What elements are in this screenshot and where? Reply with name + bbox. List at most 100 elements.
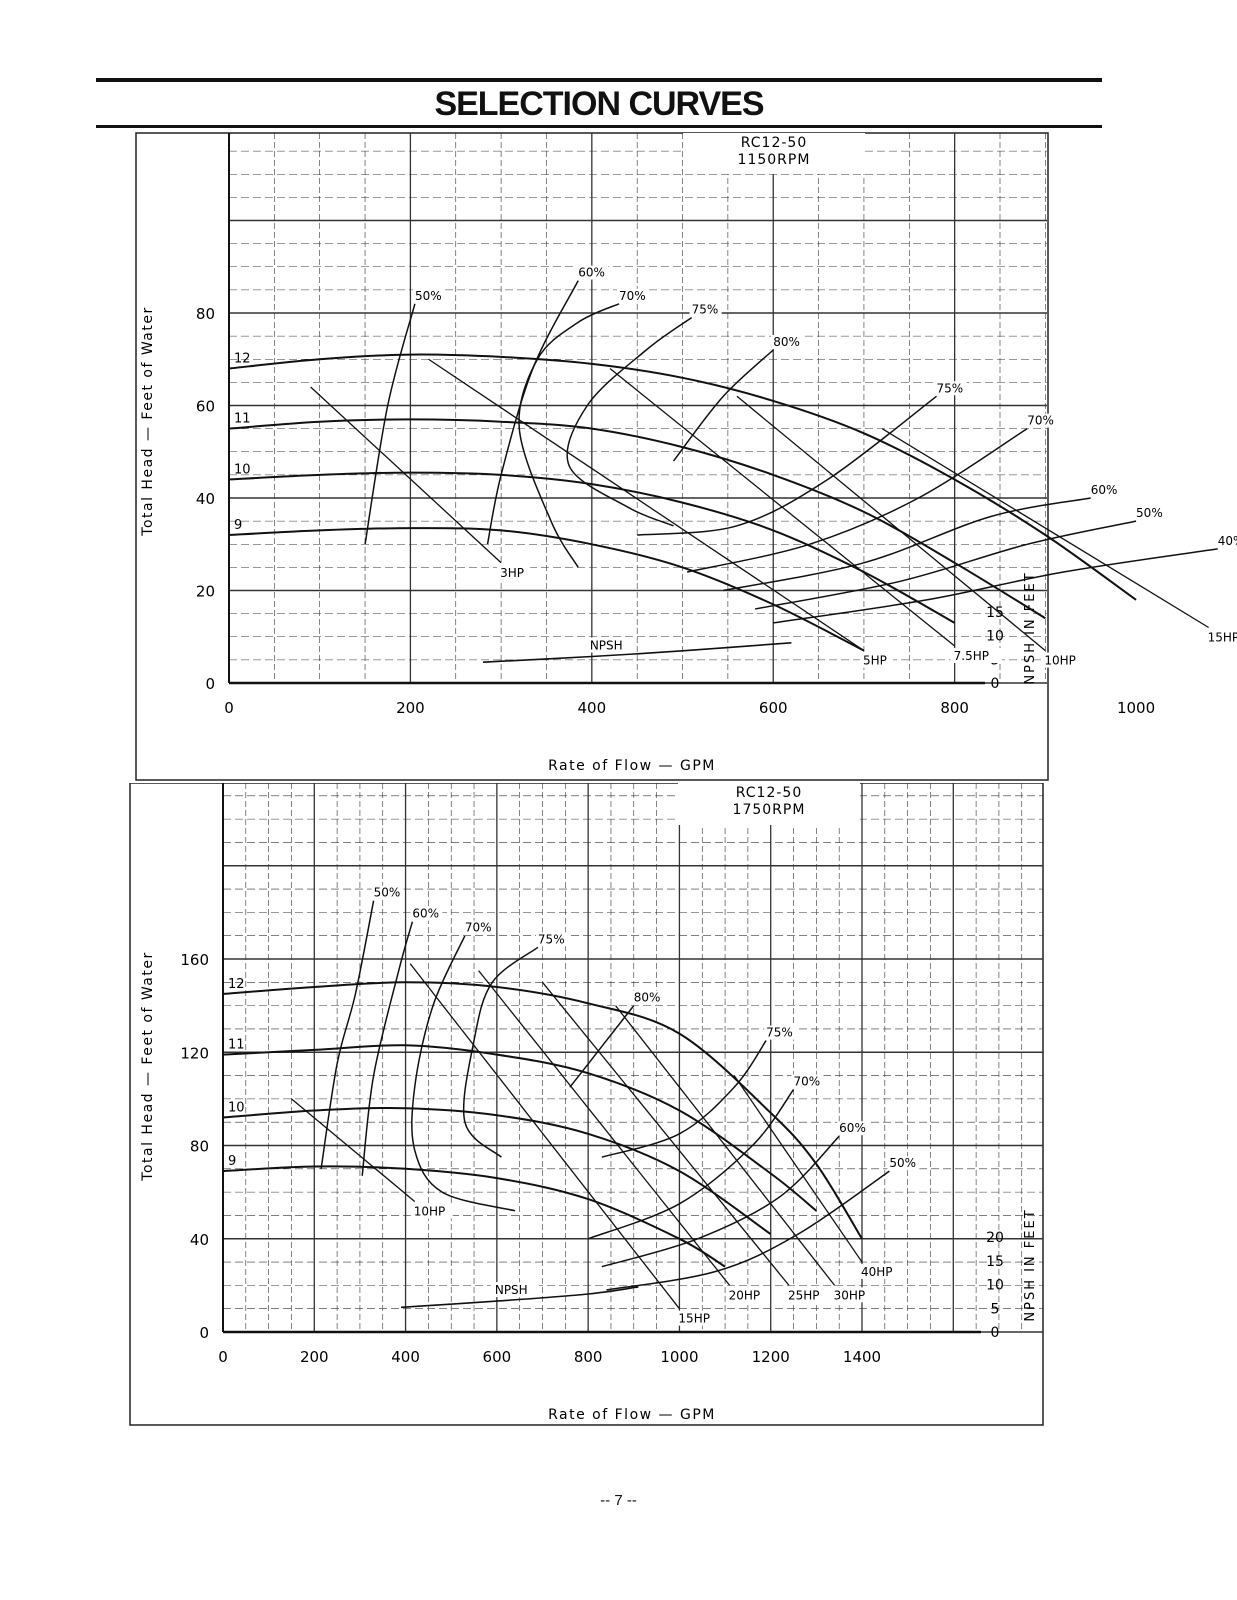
efficiency-curve [754,520,1137,610]
impeller-label: 10 [234,463,251,478]
impeller-curve-10 [222,1106,772,1235]
efficiency-label-bg [934,381,967,396]
npsh-tick-label: 15 [986,605,1004,621]
efficiency-label-bg [771,335,804,349]
power-line [310,386,502,564]
efficiency-label: 75% [937,381,964,395]
power-lines: 10HP 15HP 20HP 25HP 30HP 40HP [291,963,900,1326]
efficiency-curve [320,900,375,1169]
power-label-bg [1204,629,1237,645]
impeller-label: 12 [228,977,245,992]
y-tick-label: 40 [196,490,215,508]
y-tick-label: 40 [190,1231,209,1249]
y-axis-label: Total Head — Feet of Water [140,306,156,536]
power-label: 20HP [729,1288,761,1302]
power-lines: 3HP 5HP 7.5HP 10HP 15HP [310,358,1237,668]
y-tick-label: 120 [180,1044,209,1062]
efficiency-label-bg [1088,483,1121,497]
power-label: 30HP [834,1288,866,1302]
impeller-curve-9 [228,527,865,652]
x-axis-label: Rate of Flow — GPM [548,758,716,774]
efficiency-label: 50% [374,886,401,900]
efficiency-label-bg [371,885,404,900]
impeller-label: 9 [228,1154,236,1169]
efficiency-label: 70% [619,289,646,303]
efficiency-label-bg [410,906,443,921]
x-tick-label: 400 [578,699,607,717]
npsh-tick-label: 10 [986,629,1004,645]
efficiency-label-bg [462,920,495,935]
power-line [881,428,1209,629]
power-label: 40HP [861,1265,893,1279]
speed-label: 1150RPM [738,152,811,168]
power-label-bg [950,648,1002,663]
x-tick-label: 800 [574,1348,603,1366]
power-label-bg [830,1287,873,1303]
power-label-bg [784,1287,827,1303]
efficiency-label-bg [412,288,445,303]
impeller-curves: 12 11 10 9 [228,352,1137,652]
impeller-label: 9 [234,518,242,533]
npsh-tick-label: 10 [986,1278,1004,1294]
grid [228,133,1047,684]
npsh-curve [400,1286,639,1309]
model-label: RC12-50 [741,135,808,151]
efficiency-label-bg [576,265,609,280]
model-label: RC12-50 [736,785,803,801]
y-axis-label: Total Head — Feet of Water [140,951,156,1181]
model-box [683,133,865,174]
y-tick-label: 80 [196,305,215,323]
x-tick-label: 800 [940,699,969,717]
efficiency-label: 75% [766,1026,793,1040]
efficiency-label: 50% [1136,506,1163,520]
x-tick-label: 200 [300,1348,329,1366]
npsh-label-bg [490,1282,539,1298]
impeller-curve-12 [222,981,863,1240]
power-label: 15HP [1208,631,1237,645]
power-label: 7.5HP [954,649,989,663]
x-tick-label: 600 [759,699,788,717]
y-tick-label: 160 [180,951,209,969]
efficiency-curve [723,497,1091,592]
power-line [736,395,1046,652]
efficiency-label-bg [764,1025,797,1040]
chart-frame [129,783,1044,1426]
npsh-axis-label: NPSH IN FEET [1023,1208,1038,1321]
x-tick-label: 0 [218,1348,228,1366]
efficiency-label: 50% [415,289,442,303]
impeller-label: 11 [234,412,251,427]
efficiency-label-bg [1025,413,1058,428]
efficiency-label: 70% [1027,414,1054,428]
efficiency-label: 80% [634,991,661,1005]
efficiency-curve [361,921,414,1176]
power-label-bg [410,1203,453,1219]
efficiency-curves: 50% 60% 70% 75% 80% 75% 70% 60% 50% 40% [364,265,1237,624]
y-tick-label: 60 [196,398,215,416]
efficiency-curve [566,316,693,527]
x-tick-label: 1200 [752,1348,790,1366]
impeller-curve-11 [222,1044,818,1212]
power-line [291,1098,416,1202]
power-label: 5HP [863,654,887,668]
efficiency-curve [364,303,416,545]
efficiency-label: 70% [465,921,492,935]
x-tick-label: 400 [391,1348,420,1366]
y-tick-label: 20 [196,583,215,601]
x-tick-label: 1000 [1117,699,1155,717]
impeller-curve-11 [228,418,1046,620]
npsh-tick-label: 20 [986,1230,1004,1246]
impeller-curves: 12 11 10 9 [222,977,863,1268]
power-line [615,1005,836,1286]
x-tick-label: 600 [483,1348,512,1366]
efficiency-curve [518,303,620,568]
npsh-axis-label: NPSH IN FEET [1023,571,1038,684]
chart-1150rpm: RC12-501150RPM02004006008001000120002040… [135,132,1237,781]
efficiency-label-bg [791,1074,824,1089]
power-line [733,1075,863,1263]
power-label: 3HP [500,566,524,580]
efficiency-curve [773,548,1218,624]
power-label-bg [858,1264,900,1280]
efficiency-label-bg [689,302,722,317]
power-label-bg [859,652,893,668]
impeller-curve-9 [222,1165,726,1268]
